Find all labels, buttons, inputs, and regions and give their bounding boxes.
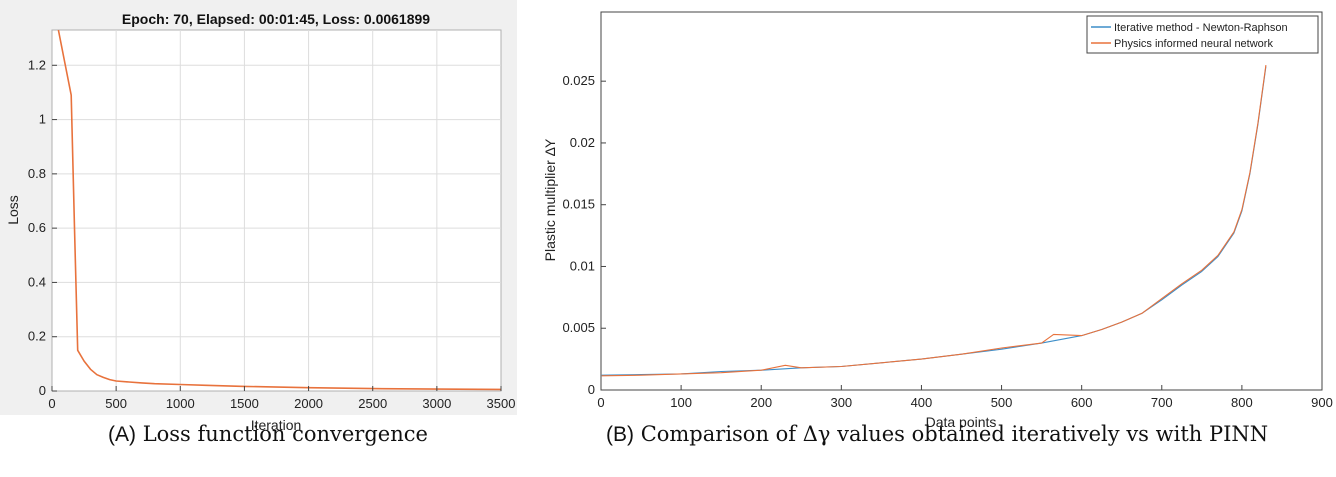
- legend-label-pinn: Physics informed neural network: [1114, 38, 1273, 50]
- x-tick-label: 0: [597, 395, 604, 410]
- y-tick-label: 0.6: [28, 220, 46, 235]
- caption-b: (B) Comparison of Δγ values obtained ite…: [606, 422, 1268, 447]
- x-tick-label: 900: [1311, 395, 1333, 410]
- panel-b-x-ticks: 0 100 200 300 400 500 600 700 800 900: [597, 385, 1333, 410]
- x-tick-label: 1500: [230, 396, 259, 411]
- series-line-1: [601, 65, 1267, 377]
- y-tick-label: 0.025: [562, 73, 595, 88]
- x-tick-label: 2500: [358, 396, 387, 411]
- y-tick-label: 1: [39, 112, 46, 127]
- caption-b-text: Comparison of Δγ values obtained iterati…: [640, 422, 1269, 446]
- panel-b-y-axis-label: Plastic multiplier ΔΥ: [542, 138, 558, 261]
- panel-a-y-ticks: 0 0.2 0.4 0.6 0.8 1 1.2: [28, 57, 57, 398]
- caption-a-text: Loss function convergence: [142, 422, 428, 446]
- y-tick-label: 0.4: [28, 274, 46, 289]
- panel-a-series: [57, 29, 502, 391]
- panel-a-y-axis-label: Loss: [5, 195, 21, 225]
- y-tick-label: 0: [588, 382, 595, 397]
- x-tick-label: 500: [991, 395, 1013, 410]
- x-tick-label: 3000: [422, 396, 451, 411]
- panel-b-x-axis-label: Data points: [926, 414, 997, 430]
- caption-a-tag: (A): [108, 423, 136, 446]
- caption-b-tag: (B): [606, 423, 634, 446]
- y-tick-label: 0.8: [28, 166, 46, 181]
- y-tick-label: 0.005: [562, 320, 595, 335]
- panel-a-grid: [52, 30, 501, 391]
- panel-b-series: [601, 65, 1267, 377]
- x-tick-label: 800: [1231, 395, 1253, 410]
- panel-b-legend: Iterative method - Newton-Raphson Physic…: [1086, 15, 1319, 54]
- legend-box: [1086, 15, 1319, 54]
- y-tick-label: 1.2: [28, 57, 46, 72]
- x-tick-label: 500: [105, 396, 127, 411]
- x-tick-label: 200: [750, 395, 772, 410]
- panel-a-loss-chart: 0 500 1000 1500 2000 2500 3000 3500 00.20.40.60…: [0, 0, 517, 433]
- x-tick-label: 3500: [487, 396, 516, 411]
- panel-b-comparison-chart: 0 100 200 300 400 500 600 700 800 900 00.0050.010…: [542, 11, 1333, 430]
- x-tick-label: 600: [1071, 395, 1093, 410]
- x-tick-label: 400: [911, 395, 933, 410]
- x-tick-label: 700: [1151, 395, 1173, 410]
- panel-b-plot-area: [600, 11, 1323, 391]
- y-tick-label: 0.2: [28, 329, 46, 344]
- y-tick-label: 0.02: [570, 135, 595, 150]
- caption-a: (A) Loss function convergence: [108, 422, 428, 447]
- y-tick-label: 0.015: [562, 197, 595, 212]
- y-tick-label: 0.01: [570, 258, 595, 273]
- panel-a-plot-area: [51, 29, 502, 392]
- series-line-0: [57, 29, 502, 391]
- legend-label-newton-raphson: Iterative method - Newton-Raphson: [1114, 22, 1288, 34]
- panel-a-x-axis-label: Iteration: [251, 417, 302, 433]
- x-tick-label: 1000: [166, 396, 195, 411]
- x-tick-label: 100: [670, 395, 692, 410]
- x-tick-label: 300: [830, 395, 852, 410]
- x-tick-label: 2000: [294, 396, 323, 411]
- x-tick-label: 0: [48, 396, 55, 411]
- panel-a-x-ticks: 0 500 1000 1500 2000 2500 3000 3500: [48, 386, 515, 411]
- panel-b-y-ticks: 0 0.005 0.01 0.015 0.02 0.025: [562, 73, 606, 397]
- panel-a-title: Epoch: 70, Elapsed: 00:01:45, Loss: 0.00…: [122, 11, 430, 27]
- y-tick-label: 0: [39, 383, 46, 398]
